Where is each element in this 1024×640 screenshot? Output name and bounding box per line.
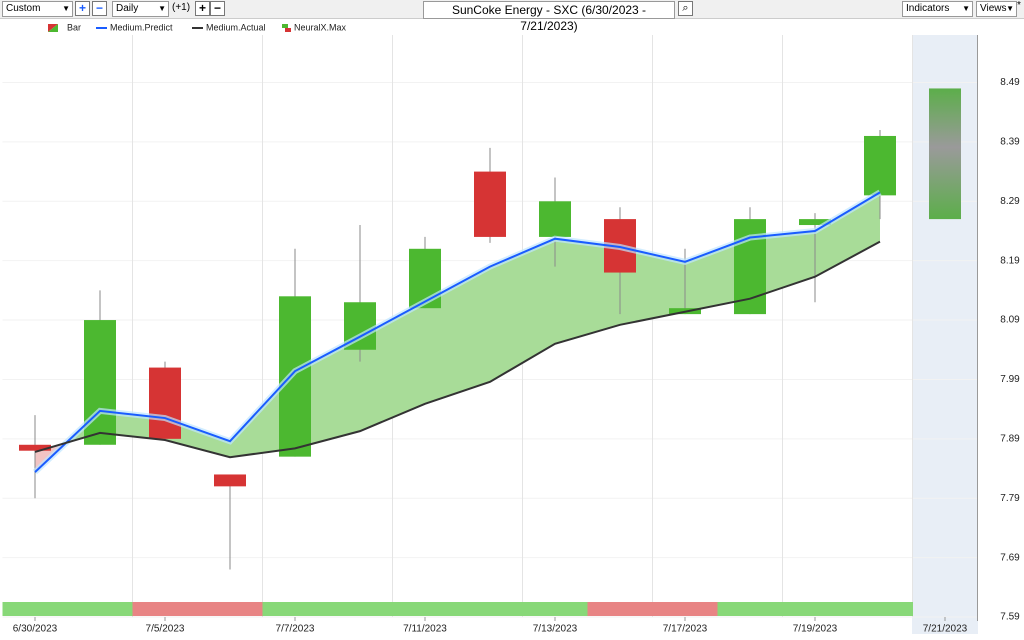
- candle-body: [19, 444, 51, 451]
- signal-band: [392, 602, 458, 616]
- candle-body: [279, 296, 311, 457]
- candle-body: [734, 219, 766, 315]
- signal-band: [327, 602, 393, 616]
- legend-icon: [48, 24, 58, 32]
- legend-label: NeuralX.Max: [294, 22, 347, 32]
- predict-line: [34, 191, 881, 473]
- y-tick-label: 8.29: [1000, 196, 1020, 207]
- y-tick-label: 8.39: [1000, 137, 1020, 148]
- star: *: [1017, 0, 1021, 11]
- interval-select[interactable]: Daily: [112, 1, 169, 17]
- spread-fill: [555, 238, 620, 344]
- spread-fill: [360, 301, 425, 432]
- offset-plus[interactable]: +: [195, 1, 210, 16]
- y-tick-label: 8.09: [1000, 315, 1020, 326]
- signal-band: [262, 602, 328, 616]
- candle-body: [864, 135, 896, 196]
- x-tick-label: 6/30/2023: [13, 624, 58, 635]
- y-tick-label: 8.49: [1000, 77, 1020, 88]
- spread-fill: [815, 192, 880, 277]
- search[interactable]: ⌕: [678, 1, 693, 16]
- candle-body: [214, 474, 246, 487]
- toolbar: Custom + − Daily (+1) + − SunCoke Energy…: [0, 0, 1024, 33]
- actual-line: [34, 240, 881, 459]
- zoom-out[interactable]: −: [92, 1, 107, 16]
- signal-band: [587, 602, 653, 616]
- views-select[interactable]: Views: [976, 1, 1017, 17]
- chart-title: SunCoke Energy - SXC (6/30/2023 - 7/21/2…: [423, 1, 675, 33]
- offset-label: (+1): [172, 2, 191, 13]
- forecast-body: [929, 88, 961, 220]
- signal-band: [197, 602, 263, 616]
- candle-body: [84, 320, 116, 445]
- x-tick-label: 7/5/2023: [146, 624, 185, 635]
- chart: Bar Medium.Predict Medium.Actual NeuralX.Ma…: [2, 22, 1020, 635]
- range-select[interactable]: Custom: [2, 1, 73, 17]
- y-tick-label: 7.79: [1000, 493, 1020, 504]
- legend-icon: [285, 28, 291, 32]
- candle-body: [799, 219, 831, 226]
- legend-icon: [282, 24, 288, 28]
- signal-band: [652, 602, 718, 616]
- candle-body: [474, 171, 506, 237]
- indicators-select[interactable]: Indicators: [902, 1, 973, 17]
- y-tick-label: 7.59: [1000, 612, 1020, 623]
- x-tick-label: 7/21/2023: [923, 624, 968, 635]
- x-tick-label: 7/11/2023: [403, 624, 447, 635]
- legend-label: Bar: [67, 22, 81, 32]
- signal-band: [522, 602, 588, 616]
- y-tick-label: 7.69: [1000, 552, 1020, 563]
- signal-band: [717, 602, 783, 616]
- legend-label: Medium.Predict: [110, 22, 173, 32]
- signal-band: [782, 602, 848, 616]
- signal-band: [132, 602, 198, 616]
- candle-body: [539, 201, 571, 237]
- spread-fill: [620, 247, 685, 325]
- candle-body: [149, 367, 181, 439]
- y-tick-label: 7.89: [1000, 433, 1020, 444]
- x-tick-label: 7/7/2023: [276, 624, 315, 635]
- x-tick-label: 7/17/2023: [663, 624, 708, 635]
- signal-band: [457, 602, 523, 616]
- signal-band: [67, 602, 133, 616]
- x-tick-label: 7/19/2023: [793, 624, 838, 635]
- signal-band: [2, 602, 68, 616]
- spread-fill: [425, 266, 490, 404]
- y-tick-label: 7.99: [1000, 374, 1020, 385]
- legend-label: Medium.Actual: [206, 22, 266, 32]
- y-tick-label: 8.19: [1000, 255, 1020, 266]
- x-tick-label: 7/13/2023: [533, 624, 578, 635]
- zoom-in[interactable]: +: [75, 1, 90, 16]
- signal-band: [847, 602, 913, 616]
- spread-fill: [165, 418, 230, 458]
- offset-minus[interactable]: −: [210, 1, 225, 16]
- spread-fill: [490, 238, 555, 382]
